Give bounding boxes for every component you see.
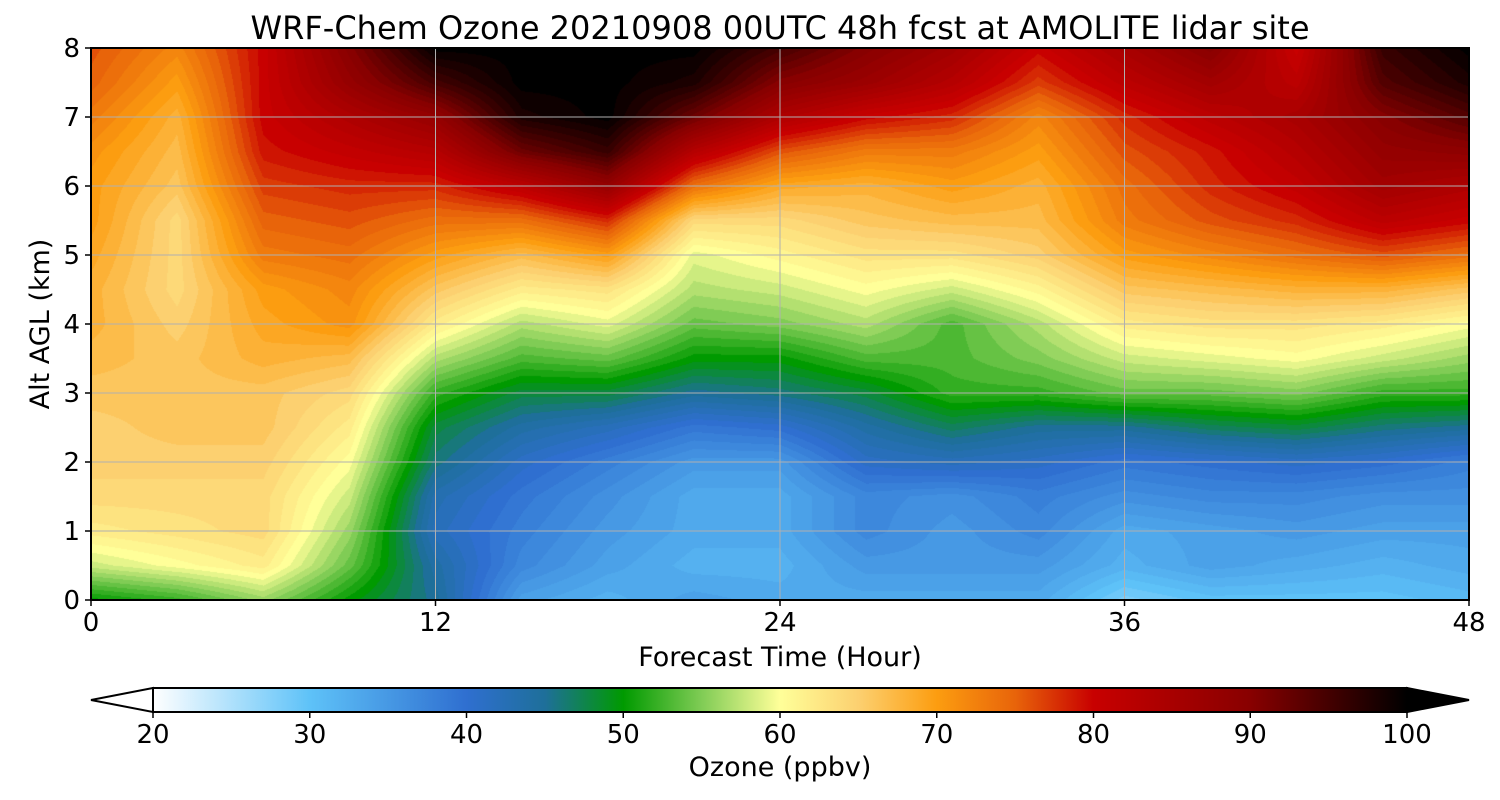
y-tick-label: 3 [63,379,80,409]
x-axis-label: Forecast Time (Hour) [638,642,922,673]
y-tick-label: 6 [63,172,80,202]
colorbar-ticks: 20 30 40 50 60 70 80 90 100 [136,712,1432,750]
colorbar-tick-label: 70 [920,720,953,750]
y-tick-label: 0 [63,586,80,616]
colorbar-tick-label: 20 [136,720,169,750]
y-tick-label: 4 [63,310,80,340]
y-tick-label: 2 [63,448,80,478]
y-tick-label: 5 [63,241,80,271]
colorbar-label: Ozone (ppbv) [689,752,872,783]
colorbar-tick-label: 90 [1234,720,1267,750]
grid-lines [91,48,1469,600]
x-tick-label: 36 [1108,608,1141,638]
y-axis-label: Alt AGL (km) [25,239,56,410]
colorbar-tick-label: 40 [450,720,483,750]
x-axis-ticks: 0 12 24 36 48 [83,600,1486,638]
colorbar-tick-label: 60 [763,720,796,750]
x-tick-label: 48 [1452,608,1485,638]
colorbar-tick-label: 50 [607,720,640,750]
x-tick-label: 12 [419,608,452,638]
x-tick-label: 24 [763,608,796,638]
colorbar-extend-low [90,686,154,714]
y-tick-label: 1 [63,517,80,547]
colorbar-tick-label: 80 [1077,720,1110,750]
colorbar-tick-label: 100 [1382,720,1432,750]
chart-title: WRF-Chem Ozone 20210908 00UTC 48h fcst a… [250,9,1309,47]
colorbar-extend-high [1406,686,1470,714]
colorbar-tick-label: 30 [293,720,326,750]
colorbar: 20 30 40 50 60 70 80 90 100 Ozone (ppbv) [90,686,1470,783]
colorbar-gradient [152,687,1408,713]
x-tick-label: 0 [83,608,100,638]
plot-area [90,47,1470,601]
y-axis-ticks: 0 1 2 3 4 5 6 7 8 [63,34,91,616]
y-tick-label: 7 [63,103,80,133]
y-tick-label: 8 [63,34,80,64]
